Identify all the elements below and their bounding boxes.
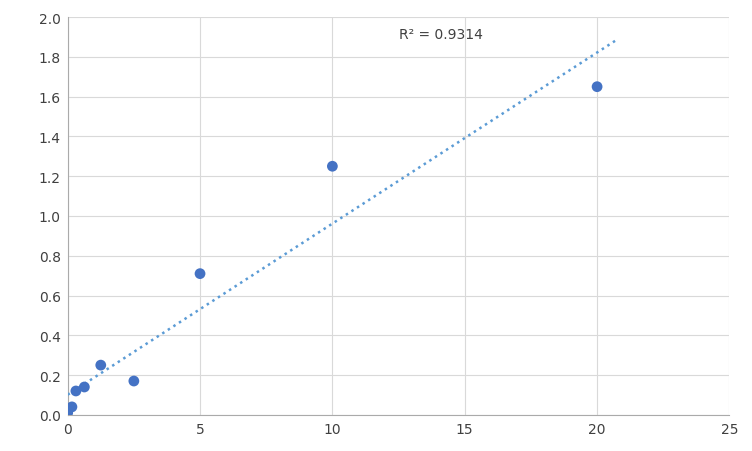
Point [78,383,90,391]
Text: R² = 0.9314: R² = 0.9314 [399,28,483,42]
Point [66,403,78,410]
Point [62,410,74,417]
Point [326,163,338,170]
Point [70,387,82,395]
Point [128,377,140,385]
Point [194,271,206,278]
Point [95,362,107,369]
Point [591,84,603,91]
